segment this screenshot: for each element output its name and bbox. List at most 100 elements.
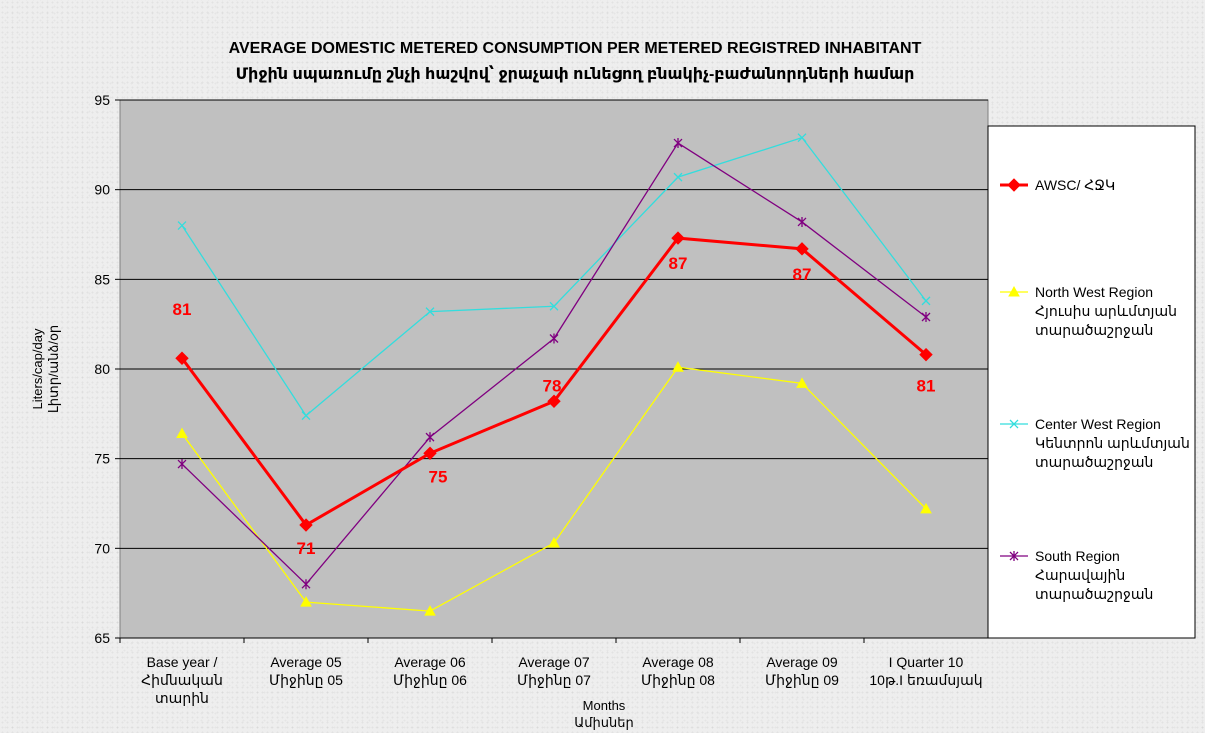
data-labels: 81 71 75 78 87 87 81 bbox=[173, 254, 936, 558]
marker-star bbox=[177, 459, 187, 470]
marker-x bbox=[425, 307, 435, 317]
marker-diamond bbox=[1007, 178, 1021, 192]
x-tick-label: Average 06 Միջինը 06 bbox=[393, 654, 467, 688]
marker-x bbox=[1009, 419, 1019, 429]
legend-label-line: South Region bbox=[1035, 548, 1120, 564]
data-label: 81 bbox=[173, 300, 192, 319]
x-tick-label-line: Միջինը 08 bbox=[641, 672, 715, 688]
marker-star bbox=[425, 432, 435, 443]
series-0 bbox=[175, 231, 933, 532]
marker-triangle bbox=[796, 377, 808, 388]
marker-star bbox=[1009, 551, 1019, 561]
x-tick-label-line: Base year / bbox=[147, 654, 218, 670]
x-tick-label-line: 10թ.I եռամսյակ bbox=[869, 672, 982, 688]
y-tick-label: 70 bbox=[94, 540, 110, 556]
x-axis-label: Months Ամիսներ bbox=[574, 698, 633, 730]
legend-label-line: Հյուսիս արևմտյան bbox=[1035, 303, 1177, 319]
data-label: 71 bbox=[297, 539, 316, 558]
y-axis-ticks: 65 70 75 80 85 90 95 bbox=[94, 92, 120, 646]
data-label: 81 bbox=[917, 377, 936, 396]
marker-star bbox=[797, 216, 807, 227]
marker-triangle bbox=[300, 596, 312, 607]
y-axis-label: Liters/cap/dayԼիտր/անձ/օր bbox=[30, 325, 61, 413]
legend-label: South Region Հարավային տարածաշրջան bbox=[1035, 548, 1153, 602]
y-tick-label: 80 bbox=[94, 361, 110, 377]
marker-diamond bbox=[671, 231, 685, 245]
legend-item-3: South Region Հարավային տարածաշրջան bbox=[1000, 548, 1153, 602]
x-tick-label-line: Հիմնական bbox=[141, 672, 223, 688]
x-tick-label-line: Միջինը 09 bbox=[765, 672, 839, 688]
legend-label: AWSC/ ՀՋԿ bbox=[1035, 177, 1115, 193]
legend-label-line: AWSC/ ՀՋԿ bbox=[1035, 177, 1115, 193]
y-axis-label-line: Liters/cap/day bbox=[30, 328, 45, 409]
legend-label-line: տարածաշրջան bbox=[1035, 454, 1153, 470]
legend-label-line: Հարավային bbox=[1035, 567, 1125, 583]
marker-triangle bbox=[176, 427, 188, 439]
series-3 bbox=[177, 138, 931, 590]
y-axis-label-line: Լիտր/անձ/օր bbox=[46, 325, 61, 413]
data-label: 75 bbox=[429, 467, 448, 486]
marker-diamond bbox=[919, 347, 933, 362]
x-tick-label: Average 09 Միջինը 09 bbox=[765, 654, 839, 688]
marker-x bbox=[921, 296, 931, 306]
x-tick-label-line: Միջինը 05 bbox=[269, 672, 343, 688]
marker-x bbox=[177, 221, 187, 230]
marker-diamond bbox=[299, 518, 313, 532]
x-tick-label-line: Average 07 bbox=[518, 654, 590, 670]
x-axis-ticks: Base year / Հիմնական տարին Average 05 Միջինը… bbox=[119, 638, 983, 706]
data-label: 87 bbox=[669, 254, 688, 273]
x-axis-label-line: Months bbox=[583, 698, 626, 713]
x-tick-label: Average 05 Միջինը 05 bbox=[269, 654, 343, 688]
y-tick-label: 95 bbox=[94, 92, 110, 108]
marker-triangle bbox=[1008, 285, 1020, 297]
marker-x bbox=[673, 172, 683, 182]
chart-title: AVERAGE DOMESTIC METERED CONSUMPTION PER… bbox=[229, 40, 922, 57]
marker-x bbox=[549, 301, 559, 311]
marker-triangle bbox=[424, 605, 436, 616]
data-label: 87 bbox=[793, 265, 812, 284]
marker-star bbox=[921, 311, 931, 322]
chart-subtitle: Միջին սպառումը շնչի հաշվով՝ ջրաչափ ունեց… bbox=[236, 65, 915, 83]
marker-x bbox=[797, 133, 807, 143]
y-tick-label: 65 bbox=[94, 630, 110, 646]
marker-diamond bbox=[423, 446, 437, 460]
x-tick-label-line: Միջինը 07 bbox=[517, 672, 591, 688]
x-tick-label-line: Average 08 bbox=[642, 654, 714, 670]
legend-label: Center West Region Կենտրոն արևմտյան տարածա… bbox=[1035, 416, 1190, 470]
legend-box bbox=[987, 125, 1196, 639]
x-tick-label-line: տարին bbox=[155, 690, 209, 706]
legend-item-1: North West Region Հյուսիս արևմտյան տարածաշ… bbox=[1000, 284, 1177, 338]
legend: AWSC/ ՀՋԿ North West Region Հյուսիս արևմտյ… bbox=[1000, 177, 1190, 602]
y-tick-label: 90 bbox=[94, 182, 110, 198]
gridlines bbox=[120, 99, 988, 639]
legend-label-line: North West Region bbox=[1035, 284, 1153, 300]
marker-star bbox=[549, 333, 559, 344]
marker-triangle bbox=[548, 536, 560, 548]
marker-star bbox=[301, 579, 311, 590]
marker-x bbox=[301, 411, 311, 421]
legend-label-line: տարածաշրջան bbox=[1035, 322, 1153, 338]
series-1 bbox=[176, 361, 932, 616]
x-tick-label: Base year / Հիմնական տարին bbox=[141, 654, 223, 706]
marker-diamond bbox=[175, 351, 189, 365]
marker-triangle bbox=[672, 361, 684, 372]
x-tick-label-line: I Quarter 10 bbox=[889, 654, 964, 670]
marker-diamond bbox=[547, 394, 561, 408]
marker-diamond bbox=[795, 242, 809, 256]
series-lines bbox=[175, 133, 933, 616]
y-tick-label: 75 bbox=[94, 451, 110, 467]
series-2 bbox=[177, 133, 931, 421]
legend-label-line: Կենտրոն արևմտյան bbox=[1035, 435, 1190, 451]
x-tick-label-line: Միջինը 06 bbox=[393, 672, 467, 688]
y-tick-label: 85 bbox=[94, 271, 110, 287]
legend-label-line: տարածաշրջան bbox=[1035, 586, 1153, 602]
x-tick-label-line: Average 05 bbox=[270, 654, 342, 670]
x-tick-label: I Quarter 10 10թ.I եռամսյակ bbox=[869, 654, 982, 688]
data-label: 78 bbox=[543, 376, 562, 395]
marker-triangle bbox=[920, 502, 932, 514]
legend-label: North West Region Հյուսիս արևմտյան տարածաշ… bbox=[1035, 284, 1177, 338]
x-tick-label-line: Average 06 bbox=[394, 654, 466, 670]
x-tick-label: Average 08 Միջինը 08 bbox=[641, 654, 715, 688]
x-axis-label-line: Ամիսներ bbox=[574, 715, 633, 730]
x-tick-label: Average 07 Միջինը 07 bbox=[517, 654, 591, 688]
